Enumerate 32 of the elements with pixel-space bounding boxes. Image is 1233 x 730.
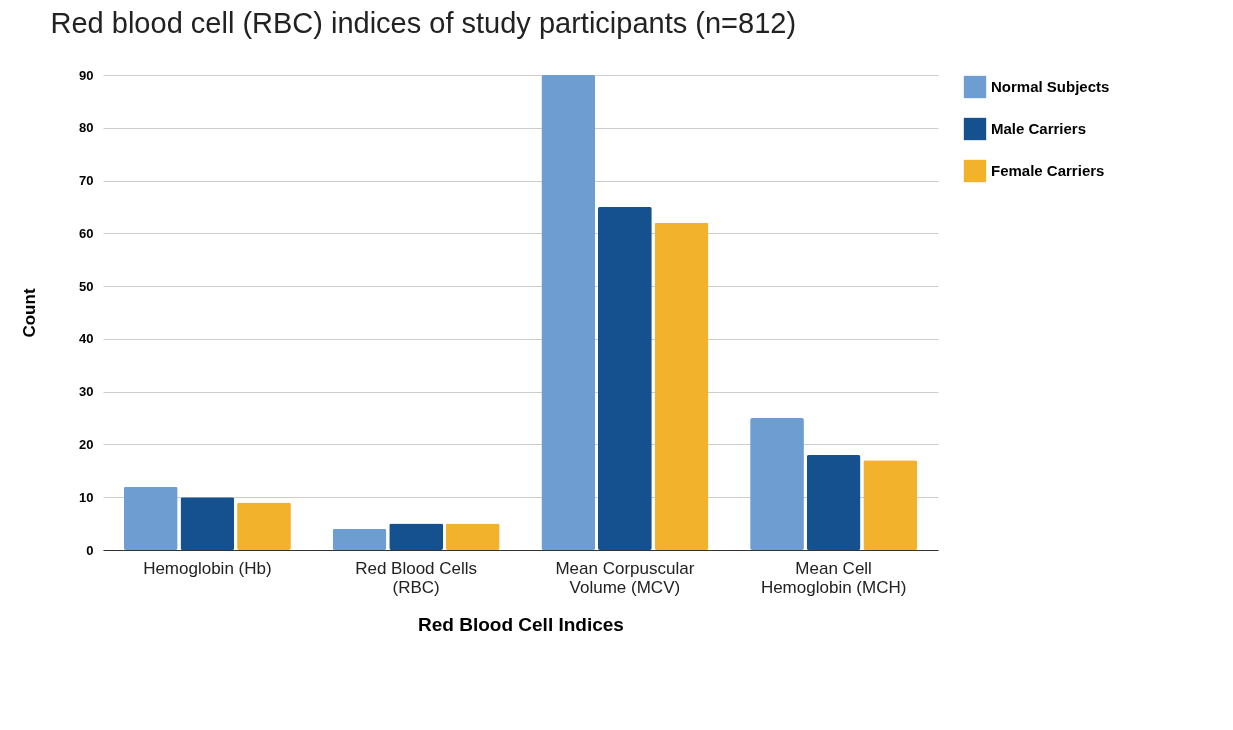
bar: [332, 528, 387, 550]
bar: [180, 497, 235, 550]
legend-label: Female Carriers: [991, 162, 1105, 179]
x-tick-label: Mean Corpuscular Volume (MCV): [555, 558, 695, 597]
bar: [863, 460, 918, 550]
y-tick-label: 80: [79, 120, 94, 136]
x-tick-label: Hemoglobin (Hb): [143, 558, 272, 578]
bar: [123, 486, 178, 550]
bar: [389, 523, 444, 550]
bar: [806, 455, 861, 550]
bar: [750, 418, 804, 550]
y-tick-label: 30: [79, 384, 94, 400]
bar: [445, 523, 500, 550]
legend-label: Normal Subjects: [991, 78, 1110, 95]
x-axis-title: Red Blood Cell Indices: [418, 613, 624, 635]
x-tick-label: Mean Cell Hemoglobin (MCH): [760, 558, 907, 597]
chart-title: Red blood cell (RBC) indices of study participants (n=812): [50, 7, 797, 39]
y-tick-label: 0: [86, 542, 94, 558]
y-axis-title: Count: [20, 288, 40, 338]
y-tick-label: 20: [79, 436, 94, 452]
bar: [237, 502, 291, 550]
legend-label: Male Carriers: [991, 120, 1087, 137]
bar: [541, 75, 596, 550]
y-tick-label: 70: [79, 173, 94, 189]
bar: [597, 206, 652, 550]
y-tick-label: 90: [79, 67, 94, 83]
y-tick-label: 40: [79, 331, 94, 347]
y-tick-label: 60: [79, 225, 94, 241]
bar: [654, 222, 709, 550]
y-tick-label: 50: [79, 278, 94, 294]
x-tick-label: Red Blood Cells (RBC): [355, 558, 478, 597]
y-tick-label: 10: [79, 489, 94, 505]
